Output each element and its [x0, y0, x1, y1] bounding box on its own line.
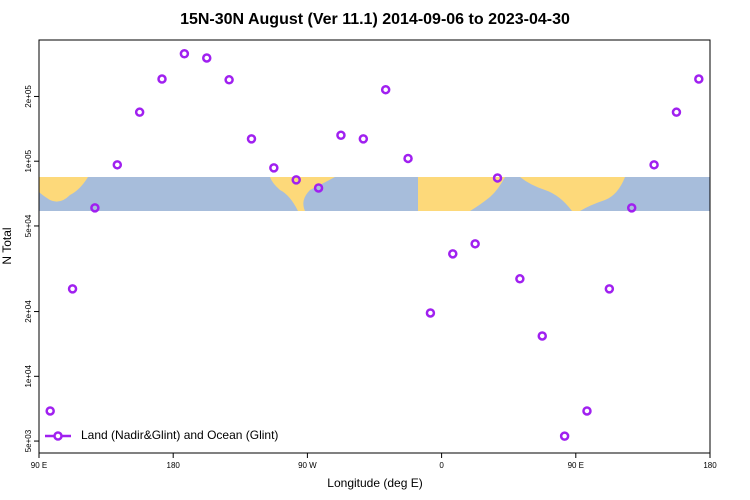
point	[313, 183, 324, 193]
point	[112, 160, 123, 170]
point	[649, 160, 659, 170]
point	[90, 203, 100, 213]
y-tick-label: 1e+04	[24, 365, 33, 388]
x-tick-label: 90 E	[568, 461, 584, 470]
legend-label: Land (Nadir&Glint) and Ocean (Glint)	[81, 428, 278, 442]
map-band	[39, 177, 710, 211]
point	[694, 74, 704, 84]
point	[425, 308, 436, 318]
point	[224, 75, 234, 85]
y-tick-label: 2e+04	[24, 300, 33, 323]
point	[358, 134, 369, 144]
point	[380, 84, 391, 95]
x-tick-label: 90 W	[298, 461, 317, 470]
point	[291, 175, 301, 185]
point	[559, 431, 570, 441]
point	[604, 284, 615, 294]
point	[515, 274, 525, 284]
point	[134, 107, 145, 117]
point	[269, 163, 279, 173]
chart-title: 15N-30N August (Ver 11.1) 2014-09-06 to …	[180, 11, 570, 28]
point	[246, 134, 257, 144]
point	[537, 331, 547, 341]
point	[202, 53, 212, 63]
x-axis-label: Longitude (deg E)	[327, 476, 422, 490]
x-tick-label: 90 E	[31, 461, 47, 470]
point	[470, 239, 480, 249]
plot-frame	[38, 39, 711, 454]
x-tick-label: 0	[439, 461, 444, 470]
y-tick-label: 5e+04	[24, 214, 33, 237]
point	[448, 249, 458, 259]
point	[671, 107, 682, 117]
point	[67, 284, 78, 294]
point	[336, 130, 346, 141]
point	[492, 173, 503, 183]
point	[582, 406, 592, 416]
y-tick-label: 2e+05	[24, 85, 33, 108]
y-axis-label: N Total	[0, 227, 14, 264]
y-tick-label: 5e+03	[24, 429, 33, 452]
legend-marker	[53, 431, 63, 441]
point	[45, 406, 55, 416]
point	[403, 153, 413, 164]
point	[179, 48, 190, 59]
x-tick-label: 180	[703, 461, 717, 470]
point	[157, 74, 167, 84]
x-tick-label: 180	[167, 461, 181, 470]
y-tick-label: 1e+05	[24, 149, 33, 172]
point	[626, 203, 637, 213]
